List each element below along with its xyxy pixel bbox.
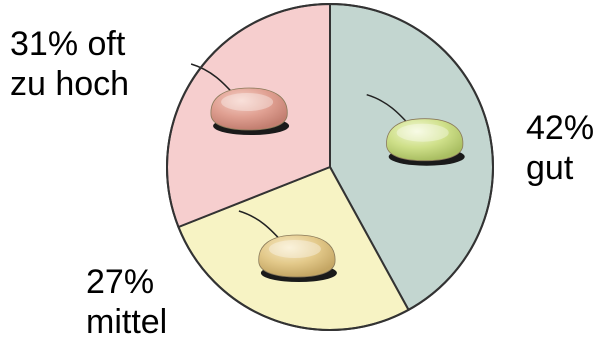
pie-outline xyxy=(166,3,494,331)
slice-label-oft-zu-hoch: 31% oft zu hoch xyxy=(10,24,129,104)
soap-bar-red-icon xyxy=(190,63,290,135)
slice-label-gut: 42% gut xyxy=(526,108,594,188)
slice-label-mittel: 27% mittel xyxy=(86,262,167,342)
slice-value-label: 31% oft xyxy=(10,25,126,63)
slice-category-label: zu hoch xyxy=(10,65,130,103)
slice-value-label: 42% xyxy=(526,109,595,147)
soap-bar-green-icon xyxy=(366,93,465,166)
slice-category-label: mittel xyxy=(86,303,168,341)
slice-value-label: 27% xyxy=(86,263,155,301)
slice-category-label: gut xyxy=(526,149,574,187)
soap-bar-tan-icon xyxy=(238,210,337,282)
